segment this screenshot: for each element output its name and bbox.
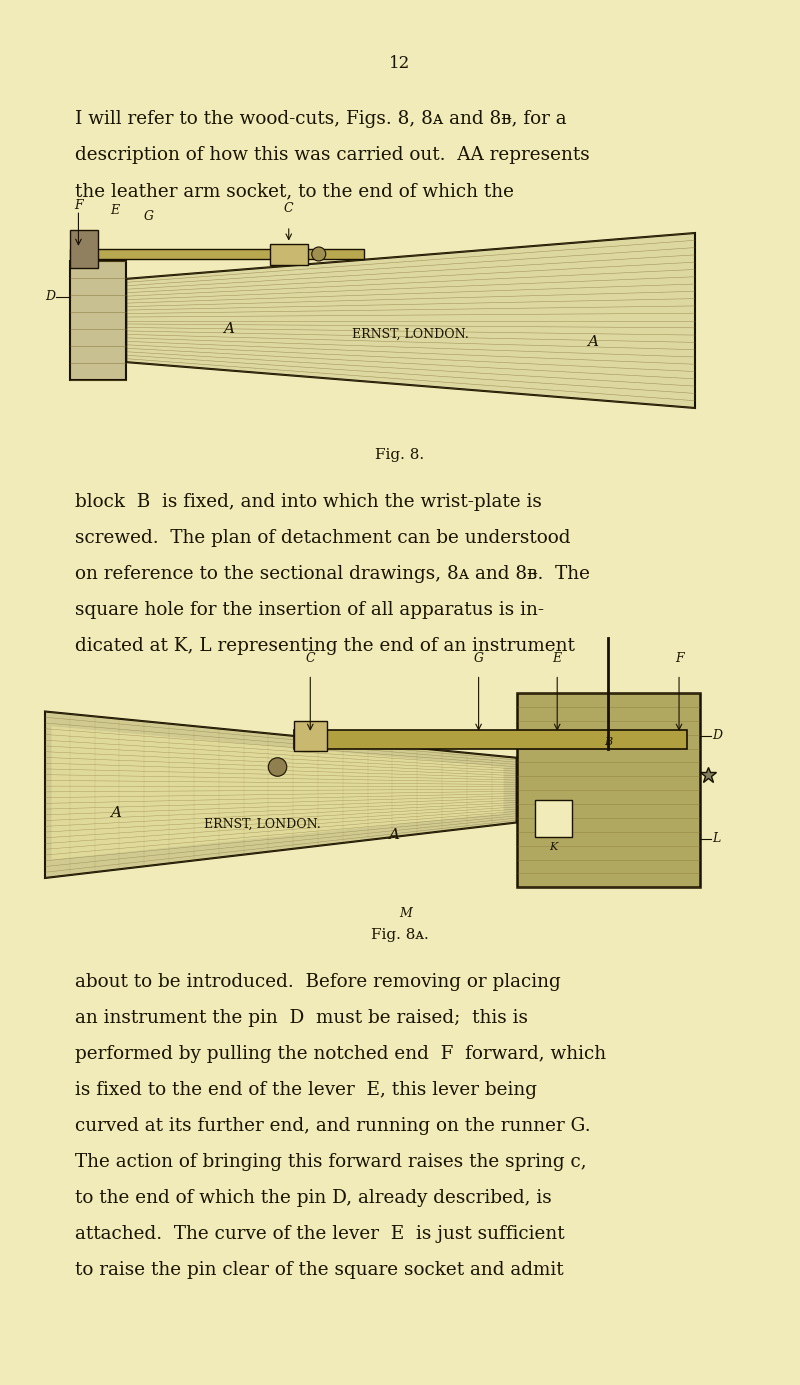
Text: on reference to the sectional drawings, 8ᴀ and 8ᴃ.  The: on reference to the sectional drawings, … [75,565,590,583]
Bar [70,230,98,269]
Text: Fig. 8.: Fig. 8. [375,447,425,463]
Text: performed by pulling the notched end  F  forward, which: performed by pulling the notched end F f… [75,1046,606,1064]
Polygon shape [45,712,517,878]
Text: description of how this was carried out.  AA represents: description of how this was carried out.… [75,145,590,163]
Text: L: L [712,832,720,845]
Bar [70,249,364,259]
Text: block  B  is fixed, and into which the wrist-plate is: block B is fixed, and into which the wri… [75,493,542,511]
Bar [517,692,700,888]
Text: D: D [712,730,722,742]
Text: E: E [553,652,562,665]
Text: M: M [399,907,412,920]
Text: A: A [223,323,234,337]
Text: F: F [674,652,683,665]
Text: an instrument the pin  D  must be raised;  this is: an instrument the pin D must be raised; … [75,1010,528,1028]
Text: curved at its further end, and running on the runner G.: curved at its further end, and running o… [75,1116,590,1134]
Text: square hole for the insertion of all apparatus is in-: square hole for the insertion of all app… [75,601,544,619]
Text: G: G [144,209,154,223]
Polygon shape [51,726,503,860]
Text: G: G [474,652,484,665]
Bar [294,722,326,751]
Text: C: C [306,652,315,665]
Bar [535,801,572,837]
Text: about to be introduced.  Before removing or placing: about to be introduced. Before removing … [75,974,561,992]
Text: screwed.  The plan of detachment can be understood: screwed. The plan of detachment can be u… [75,529,570,547]
Text: C: C [284,202,294,216]
Text: to raise the pin clear of the square socket and admit: to raise the pin clear of the square soc… [75,1260,564,1278]
Polygon shape [70,260,126,379]
Circle shape [268,758,286,776]
Text: A: A [110,806,122,820]
Text: B: B [604,737,612,747]
Bar [294,730,687,748]
Text: D: D [45,291,55,303]
Text: The action of bringing this forward raises the spring c,: The action of bringing this forward rais… [75,1152,586,1170]
Text: the leather arm socket, to the end of which the: the leather arm socket, to the end of wh… [75,181,514,199]
Text: A: A [389,828,399,842]
Text: 12: 12 [390,55,410,72]
Text: attached.  The curve of the lever  E  is just sufficient: attached. The curve of the lever E is ju… [75,1224,565,1242]
Text: E: E [110,204,119,217]
Circle shape [312,247,326,260]
Text: to the end of which the pin D, already described, is: to the end of which the pin D, already d… [75,1188,552,1206]
Text: ERNST, LONDON.: ERNST, LONDON. [352,328,469,341]
Text: is fixed to the end of the lever  E, this lever being: is fixed to the end of the lever E, this… [75,1082,537,1100]
Text: ERNST, LONDON.: ERNST, LONDON. [203,819,320,831]
Bar [270,244,307,265]
Text: K: K [550,842,558,852]
Polygon shape [126,233,695,409]
Text: A: A [587,335,598,349]
Text: dicated at K, L representing the end of an instrument: dicated at K, L representing the end of … [75,637,575,655]
Text: F: F [74,199,82,212]
Text: Fig. 8ᴀ.: Fig. 8ᴀ. [371,928,429,942]
Text: I will refer to the wood-cuts, Figs. 8, 8ᴀ and 8ᴃ, for a: I will refer to the wood-cuts, Figs. 8, … [75,109,566,127]
